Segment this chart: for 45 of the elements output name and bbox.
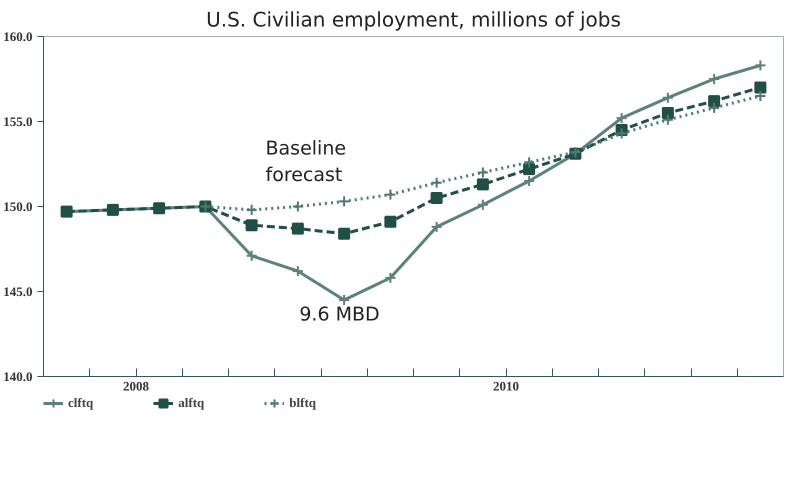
point (754, 82, 766, 94)
point (292, 265, 304, 278)
annotation: 9.6 MBD (299, 304, 380, 326)
point (523, 163, 536, 176)
point (523, 175, 536, 187)
point (662, 107, 674, 119)
point (292, 200, 304, 212)
point (292, 222, 304, 235)
legend-label: alftq (178, 395, 204, 411)
point (476, 166, 489, 178)
y-tick-label: 150.0 (3, 199, 32, 214)
point (476, 198, 489, 211)
point (338, 195, 350, 208)
point (476, 178, 489, 190)
x-tick-label: 2010 (493, 378, 519, 394)
point (338, 294, 350, 306)
y-tick-label: 155.0 (3, 114, 32, 129)
legend-label: clftq (68, 395, 94, 411)
point (754, 59, 766, 72)
annotation: Baseline forecast (266, 138, 346, 186)
point (662, 114, 674, 126)
x-tick-label: 2008 (123, 378, 150, 394)
y-tick-label: 160.0 (3, 29, 32, 44)
point (616, 112, 628, 124)
point (430, 192, 443, 204)
point (662, 92, 674, 104)
point (384, 188, 396, 201)
y-tick-label: 145.0 (3, 284, 32, 299)
point (246, 204, 258, 216)
point (246, 250, 258, 262)
point (430, 176, 443, 189)
point (708, 102, 720, 114)
legend-label: blftq (289, 395, 316, 411)
point (246, 219, 258, 232)
point (430, 220, 443, 233)
chart-title: U.S. Civilian employment, millions of jobs (206, 8, 621, 32)
point (708, 95, 720, 108)
y-tick-label: 140.0 (3, 369, 32, 384)
point (338, 228, 350, 240)
point (384, 216, 396, 228)
point (754, 90, 766, 102)
point (708, 73, 720, 85)
point (616, 127, 628, 140)
point (384, 272, 396, 284)
point (523, 156, 536, 168)
